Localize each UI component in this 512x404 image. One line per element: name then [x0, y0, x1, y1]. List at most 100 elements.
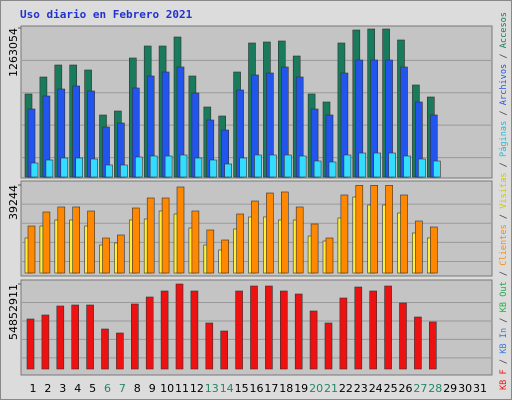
- bar: [254, 154, 262, 178]
- bar: [220, 330, 228, 370]
- bar: [75, 157, 83, 178]
- x-tick-label: 29: [443, 382, 457, 395]
- x-tick-label: 27: [413, 382, 427, 395]
- x-tick-label: 4: [74, 382, 81, 395]
- bar: [310, 223, 319, 274]
- x-tick-label: 12: [190, 382, 204, 395]
- bar: [105, 164, 113, 178]
- legend-entry: KB In: [499, 328, 509, 354]
- bar: [209, 159, 218, 178]
- bar: [280, 191, 289, 274]
- x-tick-label: 7: [119, 382, 126, 395]
- bar: [400, 194, 408, 274]
- bar: [161, 197, 170, 274]
- bar: [250, 285, 258, 370]
- x-tick-label: 16: [250, 382, 264, 395]
- bar: [145, 296, 154, 370]
- x-tick-label: 25: [384, 382, 398, 395]
- bar: [298, 155, 307, 178]
- bar: [235, 290, 243, 370]
- bar: [194, 157, 203, 178]
- bar: [86, 304, 94, 370]
- x-tick-label: 5: [89, 382, 96, 395]
- x-tick-label: 20: [309, 382, 323, 395]
- bar: [388, 152, 396, 178]
- bar: [343, 154, 352, 178]
- legend-entry: Archivos: [499, 64, 509, 105]
- bar: [146, 197, 155, 274]
- bar: [313, 160, 322, 178]
- bar: [135, 156, 143, 178]
- legend-entry: KB Out: [499, 281, 509, 312]
- x-tick-label: 6: [104, 382, 111, 395]
- y-tick-label: 1263054: [7, 28, 20, 77]
- bar: [116, 332, 124, 370]
- bar: [206, 229, 215, 274]
- x-tick-label: 8: [134, 382, 141, 395]
- bar: [265, 285, 273, 370]
- legend: KB F / KB In / KB Out / Clientes / Visit…: [499, 12, 509, 390]
- bar: [418, 158, 426, 178]
- legend-entry: Páginas: [499, 121, 509, 157]
- x-tick-label: 26: [399, 382, 413, 395]
- bar: [266, 192, 274, 274]
- legend-entry: KB F: [499, 369, 509, 390]
- legend-entry: Accesos: [499, 12, 509, 48]
- bar: [251, 200, 259, 274]
- x-tick-label: 24: [369, 382, 383, 395]
- bar: [26, 318, 35, 370]
- bar: [90, 158, 98, 178]
- bar: [295, 206, 304, 274]
- bar: [149, 155, 158, 178]
- y-tick-label: 54852911: [7, 284, 20, 340]
- x-tick-label: 2: [44, 382, 51, 395]
- chart-title: Uso diario en Febrero 2021: [20, 8, 193, 21]
- x-tick-label: 1: [30, 382, 37, 395]
- bar: [354, 286, 363, 370]
- bar: [41, 314, 50, 370]
- bar: [179, 154, 188, 178]
- bar: [87, 210, 95, 274]
- bar: [294, 293, 303, 370]
- x-tick-label: 23: [354, 382, 368, 395]
- legend-separator: /: [499, 354, 509, 370]
- legend-separator: /: [499, 105, 509, 121]
- bar: [414, 316, 422, 370]
- bar: [132, 207, 140, 274]
- bar: [221, 239, 229, 274]
- bar: [384, 285, 392, 370]
- bar: [355, 185, 364, 274]
- bar: [101, 328, 109, 370]
- bar: [340, 194, 349, 274]
- x-tick-label: 9: [149, 382, 156, 395]
- x-tick-label: 14: [220, 382, 234, 395]
- legend-separator: /: [499, 266, 509, 282]
- bar: [30, 162, 39, 178]
- bar: [283, 154, 292, 178]
- x-tick-label: 21: [324, 382, 338, 395]
- bar: [269, 154, 277, 178]
- bar: [325, 237, 334, 274]
- legend-separator: /: [499, 312, 509, 328]
- bar: [72, 206, 80, 274]
- legend-entry: Clientes: [499, 224, 509, 265]
- bar: [339, 297, 348, 370]
- bar: [279, 290, 288, 370]
- bar: [403, 155, 411, 178]
- bar: [117, 234, 125, 274]
- bar: [191, 210, 200, 274]
- bar: [57, 206, 66, 274]
- bar: [224, 163, 232, 178]
- bar: [131, 303, 139, 370]
- bar: [176, 186, 185, 274]
- bar: [358, 152, 367, 178]
- bar: [120, 164, 128, 178]
- bar: [309, 310, 318, 370]
- bar: [205, 322, 214, 370]
- bar: [45, 159, 54, 178]
- x-tick-label: 18: [279, 382, 293, 395]
- bar: [164, 155, 173, 178]
- bar: [415, 220, 423, 274]
- bar: [429, 226, 438, 274]
